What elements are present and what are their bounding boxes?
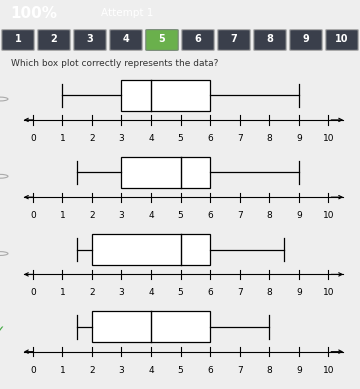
Text: 3: 3 xyxy=(118,366,124,375)
Text: 5: 5 xyxy=(178,366,184,375)
Text: 8: 8 xyxy=(266,211,272,220)
Text: 2: 2 xyxy=(89,134,95,143)
Text: 4: 4 xyxy=(123,35,129,44)
FancyBboxPatch shape xyxy=(218,30,250,50)
Text: 1: 1 xyxy=(15,35,21,44)
Bar xyxy=(92,312,210,342)
Text: 4: 4 xyxy=(148,211,154,220)
Text: 1: 1 xyxy=(59,211,65,220)
Text: 6: 6 xyxy=(207,134,213,143)
Text: Attempt 1: Attempt 1 xyxy=(101,8,153,18)
Text: 6: 6 xyxy=(207,211,213,220)
Text: 4: 4 xyxy=(148,134,154,143)
FancyBboxPatch shape xyxy=(38,30,70,50)
Text: 7: 7 xyxy=(237,288,243,297)
Text: 0: 0 xyxy=(30,366,36,375)
FancyBboxPatch shape xyxy=(110,30,142,50)
Bar xyxy=(121,80,210,110)
Bar xyxy=(92,234,210,265)
FancyBboxPatch shape xyxy=(74,30,106,50)
Text: 10: 10 xyxy=(335,35,349,44)
Text: 100%: 100% xyxy=(11,5,58,21)
Text: 8: 8 xyxy=(266,366,272,375)
FancyBboxPatch shape xyxy=(146,30,178,50)
Text: 2: 2 xyxy=(51,35,57,44)
Text: 5: 5 xyxy=(178,134,184,143)
Text: 3: 3 xyxy=(118,288,124,297)
Text: 4: 4 xyxy=(148,366,154,375)
Text: 10: 10 xyxy=(323,366,334,375)
Text: 1: 1 xyxy=(59,288,65,297)
FancyBboxPatch shape xyxy=(254,30,286,50)
Text: 9: 9 xyxy=(296,211,302,220)
Text: 7: 7 xyxy=(231,35,237,44)
Text: 5: 5 xyxy=(178,211,184,220)
Text: 3: 3 xyxy=(87,35,93,44)
Text: 10: 10 xyxy=(323,134,334,143)
Text: 9: 9 xyxy=(296,288,302,297)
Text: 5: 5 xyxy=(178,288,184,297)
Text: 5: 5 xyxy=(159,35,165,44)
FancyBboxPatch shape xyxy=(290,30,322,50)
Bar xyxy=(121,157,210,188)
Text: 0: 0 xyxy=(30,288,36,297)
Text: ✓: ✓ xyxy=(0,324,5,338)
Text: 10: 10 xyxy=(323,211,334,220)
Text: Which box plot correctly represents the data?: Which box plot correctly represents the … xyxy=(11,58,218,68)
Text: 8: 8 xyxy=(266,35,274,44)
Text: 7: 7 xyxy=(237,211,243,220)
Text: 3: 3 xyxy=(118,211,124,220)
Text: 0: 0 xyxy=(30,134,36,143)
Text: 3: 3 xyxy=(118,134,124,143)
Text: 6: 6 xyxy=(207,366,213,375)
Text: 9: 9 xyxy=(296,366,302,375)
Text: 6: 6 xyxy=(195,35,201,44)
Text: 9: 9 xyxy=(296,134,302,143)
Text: 8: 8 xyxy=(266,134,272,143)
Text: 10: 10 xyxy=(323,288,334,297)
FancyBboxPatch shape xyxy=(182,30,214,50)
Text: 0: 0 xyxy=(30,211,36,220)
Text: 8: 8 xyxy=(266,288,272,297)
FancyBboxPatch shape xyxy=(326,30,358,50)
Text: 4: 4 xyxy=(148,288,154,297)
Text: 9: 9 xyxy=(303,35,309,44)
FancyBboxPatch shape xyxy=(2,30,34,50)
Text: 2: 2 xyxy=(89,288,95,297)
Text: 1: 1 xyxy=(59,366,65,375)
Text: 7: 7 xyxy=(237,134,243,143)
Text: 7: 7 xyxy=(237,366,243,375)
Text: 1: 1 xyxy=(59,134,65,143)
Text: 6: 6 xyxy=(207,288,213,297)
Text: 2: 2 xyxy=(89,366,95,375)
Text: 2: 2 xyxy=(89,211,95,220)
